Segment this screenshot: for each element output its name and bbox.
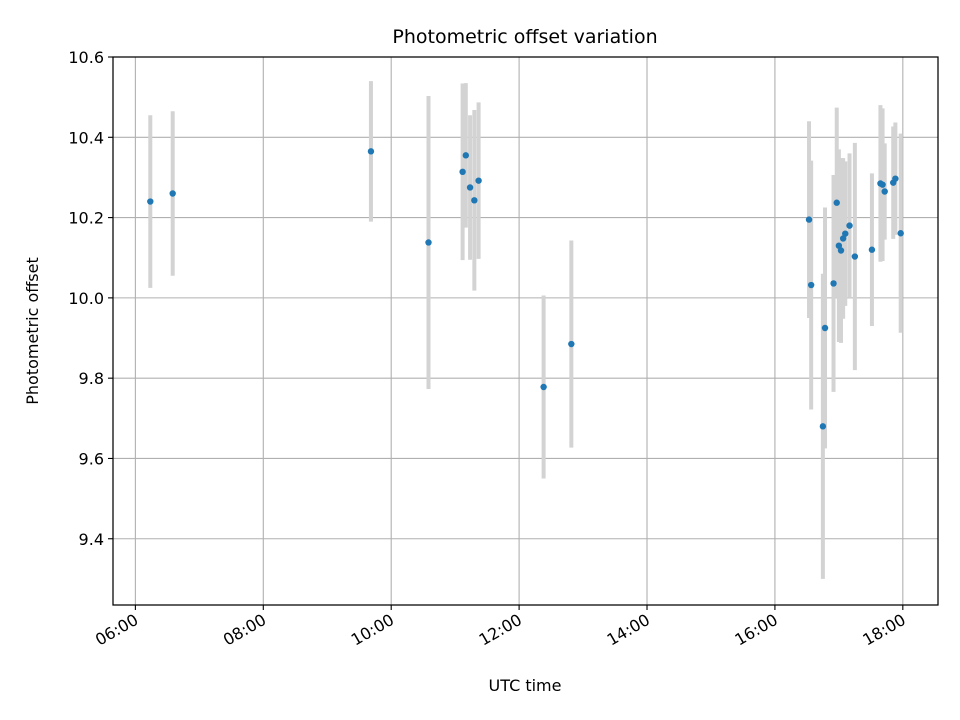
data-point bbox=[897, 230, 904, 237]
data-point bbox=[805, 216, 813, 223]
data-point bbox=[879, 181, 886, 188]
y-axis-label: Photometric offset bbox=[23, 257, 42, 405]
data-point bbox=[475, 177, 482, 184]
data-point bbox=[839, 235, 847, 242]
data-point bbox=[833, 199, 840, 206]
data-point bbox=[471, 197, 478, 204]
data-point bbox=[459, 168, 466, 176]
data-point bbox=[881, 188, 888, 195]
data-point bbox=[851, 253, 859, 260]
data-point bbox=[462, 152, 470, 159]
y-tick-label: 10.2 bbox=[68, 209, 104, 228]
data-point bbox=[830, 280, 837, 287]
data-point bbox=[540, 383, 547, 391]
y-tick-label: 10.4 bbox=[68, 128, 104, 147]
data-point bbox=[842, 230, 849, 237]
y-tick-label: 9.6 bbox=[79, 449, 104, 468]
y-tick-label: 10.0 bbox=[68, 289, 104, 308]
data-point bbox=[367, 148, 375, 155]
data-point bbox=[466, 184, 474, 191]
data-point bbox=[835, 242, 843, 249]
y-axis: 9.4 9.6 9.8 10.0 10.2 10.4 10.6 bbox=[68, 48, 113, 549]
data-point bbox=[868, 246, 876, 253]
data-point bbox=[837, 247, 845, 254]
x-axis-label: UTC time bbox=[489, 676, 562, 695]
data-points bbox=[147, 148, 904, 430]
data-point bbox=[425, 239, 432, 246]
data-point bbox=[807, 281, 815, 289]
data-point bbox=[846, 222, 853, 229]
y-tick-label: 10.6 bbox=[68, 48, 104, 67]
data-point bbox=[169, 190, 176, 197]
chart-title: Photometric offset variation bbox=[392, 26, 657, 48]
y-tick-label: 9.4 bbox=[79, 530, 104, 549]
data-point bbox=[821, 324, 829, 332]
y-tick-label: 9.8 bbox=[79, 369, 104, 388]
plot-area-frame bbox=[112, 56, 939, 606]
data-point bbox=[568, 340, 575, 348]
data-point bbox=[892, 175, 899, 182]
data-point bbox=[819, 423, 827, 430]
data-point bbox=[147, 198, 154, 205]
